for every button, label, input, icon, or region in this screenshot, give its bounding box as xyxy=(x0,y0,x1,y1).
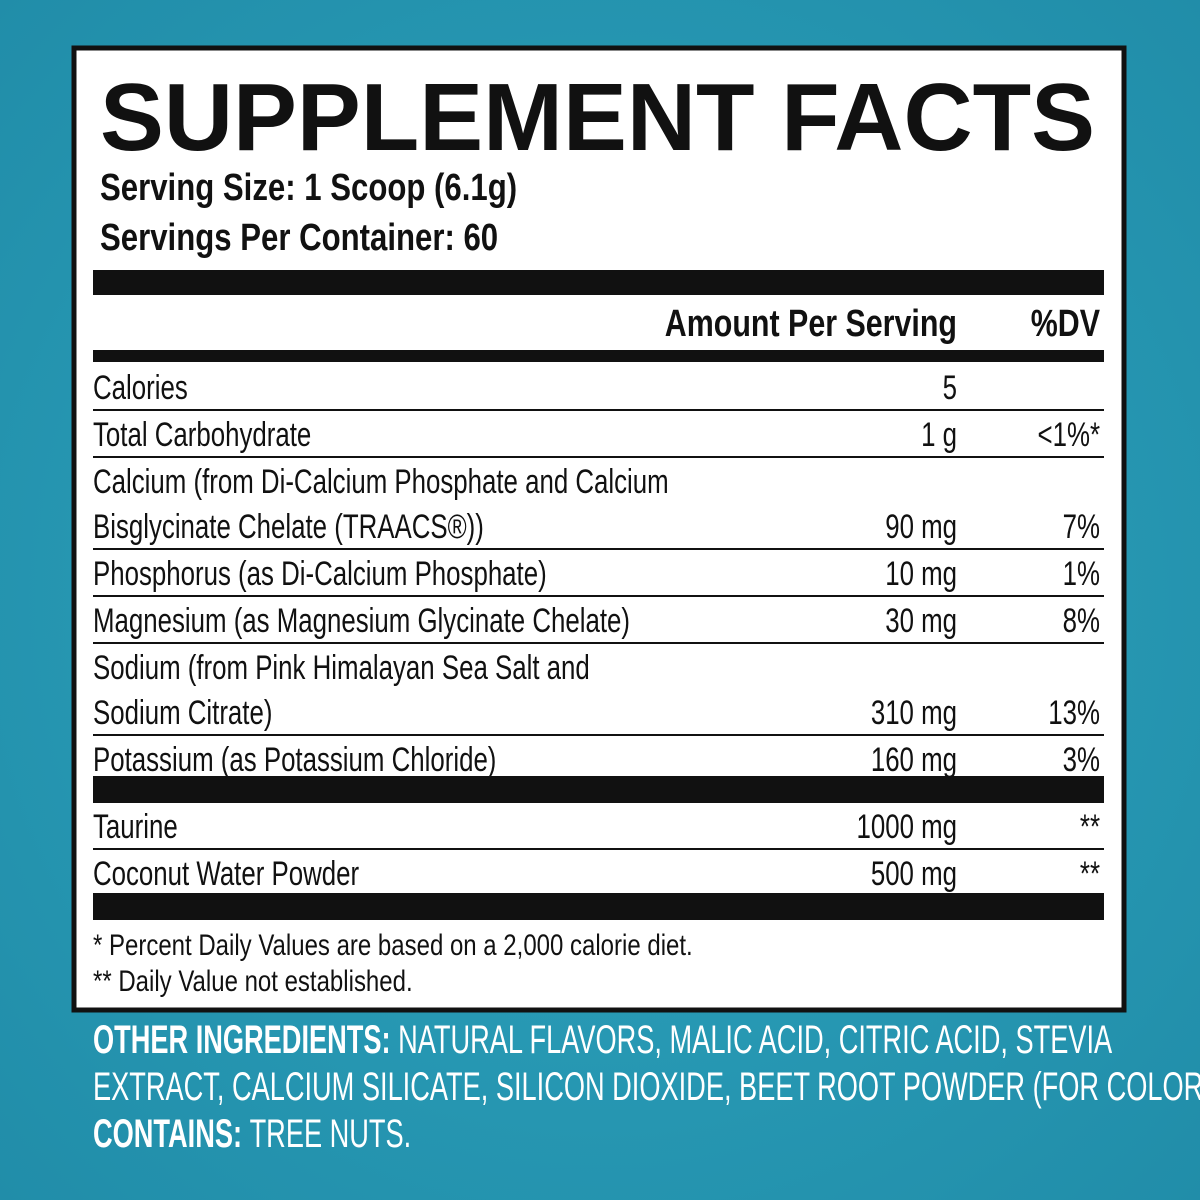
daily-value: ** xyxy=(1080,809,1100,846)
ingredients-line: CONTAINS: TREE NUTS. xyxy=(93,1112,411,1156)
daily-value: 13% xyxy=(1048,695,1100,732)
divider xyxy=(93,350,1104,362)
ingredients-line: EXTRACT, CALCIUM SILICATE, SILICON DIOXI… xyxy=(93,1065,1200,1109)
nutrient-name: Phosphorus (as Di-Calcium Phosphate) xyxy=(93,556,547,593)
row-rule xyxy=(93,548,1104,550)
ingredients-text: TREE NUTS. xyxy=(250,1112,412,1156)
daily-value: 8% xyxy=(1063,603,1100,640)
column-header: Amount Per Serving xyxy=(665,303,957,345)
serving-size: Serving Size: 1 Scoop (6.1g) xyxy=(100,167,517,209)
row-rule xyxy=(93,595,1104,597)
ingredients-label: CONTAINS: xyxy=(93,1112,242,1156)
ingredients-text: EXTRACT, CALCIUM SILICATE, SILICON DIOXI… xyxy=(93,1065,1200,1109)
nutrient-name: Total Carbohydrate xyxy=(93,417,311,454)
amount: 30 mg xyxy=(885,603,957,640)
nutrient-name: Calories xyxy=(93,370,188,407)
amount: 1 g xyxy=(921,417,957,454)
nutrient-name: Sodium Citrate) xyxy=(93,695,272,732)
amount: 160 mg xyxy=(871,742,957,779)
row-rule xyxy=(93,734,1104,736)
nutrient-name: Calcium (from Di-Calcium Phosphate and C… xyxy=(93,464,669,501)
nutrient-name: Magnesium (as Magnesium Glycinate Chelat… xyxy=(93,603,630,640)
row-rule xyxy=(93,409,1104,411)
divider xyxy=(93,893,1104,920)
nutrient-name: Taurine xyxy=(93,809,178,846)
daily-value: ** xyxy=(1080,856,1100,893)
servings-per-container: Servings Per Container: 60 xyxy=(100,217,498,259)
column-header: %DV xyxy=(1031,303,1100,345)
ingredients-text: NATURAL FLAVORS, MALIC ACID, CITRIC ACID… xyxy=(398,1018,1112,1062)
divider xyxy=(93,776,1104,803)
daily-value: <1%* xyxy=(1038,417,1101,454)
divider xyxy=(93,270,1104,295)
amount: 500 mg xyxy=(871,856,957,893)
nutrient-name: Bisglycinate Chelate (TRAACS®)) xyxy=(93,509,484,546)
daily-value: 7% xyxy=(1063,509,1100,546)
footnote: * Percent Daily Values are based on a 2,… xyxy=(93,927,693,961)
amount: 10 mg xyxy=(885,556,957,593)
nutrient-name: Coconut Water Powder xyxy=(93,856,359,893)
title: SUPPLEMENT FACTS xyxy=(100,64,1095,171)
row-rule xyxy=(93,642,1104,644)
daily-value: 1% xyxy=(1063,556,1100,593)
daily-value: 3% xyxy=(1063,742,1100,779)
amount: 1000 mg xyxy=(856,809,957,846)
ingredients-line: OTHER INGREDIENTS: NATURAL FLAVORS, MALI… xyxy=(93,1018,1112,1062)
amount: 310 mg xyxy=(871,695,957,732)
nutrient-name: Sodium (from Pink Himalayan Sea Salt and xyxy=(93,650,590,687)
amount: 90 mg xyxy=(885,509,957,546)
ingredients-label: OTHER INGREDIENTS: xyxy=(93,1018,391,1062)
row-rule xyxy=(93,848,1104,850)
row-rule xyxy=(93,456,1104,458)
amount: 5 xyxy=(943,370,957,407)
footnote: ** Daily Value not established. xyxy=(93,963,413,997)
nutrient-name: Potassium (as Potassium Chloride) xyxy=(93,742,496,779)
